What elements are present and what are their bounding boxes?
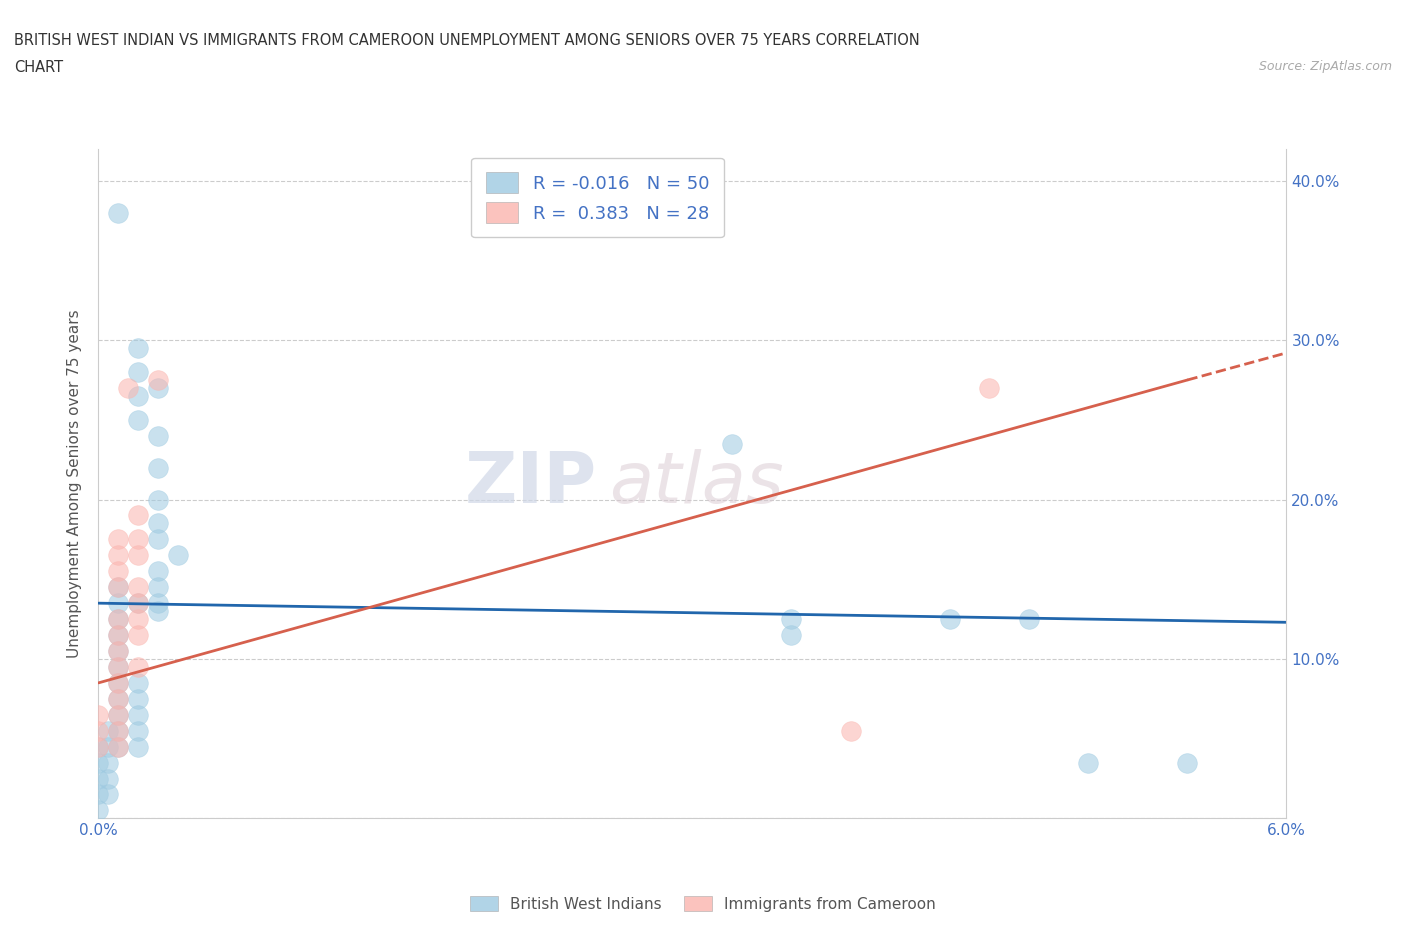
Y-axis label: Unemployment Among Seniors over 75 years: Unemployment Among Seniors over 75 years — [67, 310, 83, 658]
Point — [780, 628, 803, 643]
Point — [127, 691, 149, 706]
Text: BRITISH WEST INDIAN VS IMMIGRANTS FROM CAMEROON UNEMPLOYMENT AMONG SENIORS OVER : BRITISH WEST INDIAN VS IMMIGRANTS FROM C… — [14, 33, 920, 47]
Point — [127, 724, 149, 738]
Point — [107, 675, 129, 690]
Point — [87, 739, 110, 754]
Point — [87, 787, 110, 802]
Point — [721, 436, 744, 451]
Point — [146, 492, 169, 507]
Point — [107, 596, 129, 611]
Point — [146, 564, 169, 578]
Point — [127, 365, 149, 379]
Point — [1018, 612, 1040, 627]
Text: atlas: atlas — [609, 449, 785, 518]
Point — [127, 548, 149, 563]
Point — [780, 612, 803, 627]
Point — [127, 508, 149, 523]
Point — [1077, 755, 1099, 770]
Point — [87, 724, 110, 738]
Point — [127, 579, 149, 594]
Point — [97, 724, 120, 738]
Point — [107, 739, 129, 754]
Point — [127, 596, 149, 611]
Point — [107, 612, 129, 627]
Point — [127, 389, 149, 404]
Point — [979, 380, 1001, 395]
Point — [127, 739, 149, 754]
Point — [146, 579, 169, 594]
Point — [107, 659, 129, 674]
Point — [127, 675, 149, 690]
Point — [146, 532, 169, 547]
Point — [87, 803, 110, 817]
Point — [127, 340, 149, 355]
Point — [87, 739, 110, 754]
Point — [107, 206, 129, 220]
Point — [87, 755, 110, 770]
Point — [127, 659, 149, 674]
Point — [146, 460, 169, 475]
Text: ZIP: ZIP — [465, 449, 598, 518]
Point — [87, 708, 110, 723]
Point — [87, 771, 110, 786]
Point — [166, 548, 188, 563]
Point — [107, 724, 129, 738]
Point — [146, 516, 169, 531]
Legend: R = -0.016   N = 50, R =  0.383   N = 28: R = -0.016 N = 50, R = 0.383 N = 28 — [471, 158, 724, 237]
Point — [107, 628, 129, 643]
Point — [146, 596, 169, 611]
Point — [107, 579, 129, 594]
Point — [127, 532, 149, 547]
Point — [939, 612, 962, 627]
Point — [117, 380, 139, 395]
Point — [1177, 755, 1199, 770]
Text: CHART: CHART — [14, 60, 63, 75]
Point — [107, 548, 129, 563]
Point — [107, 579, 129, 594]
Point — [107, 644, 129, 658]
Point — [97, 739, 120, 754]
Point — [97, 771, 120, 786]
Point — [107, 628, 129, 643]
Point — [127, 708, 149, 723]
Point — [146, 604, 169, 618]
Point — [97, 755, 120, 770]
Point — [107, 675, 129, 690]
Point — [127, 612, 149, 627]
Point — [107, 739, 129, 754]
Point — [839, 724, 862, 738]
Point — [146, 429, 169, 444]
Point — [107, 724, 129, 738]
Legend: British West Indians, Immigrants from Cameroon: British West Indians, Immigrants from Ca… — [464, 889, 942, 918]
Point — [127, 412, 149, 427]
Point — [107, 612, 129, 627]
Point — [127, 596, 149, 611]
Point — [127, 628, 149, 643]
Point — [146, 373, 169, 388]
Point — [146, 380, 169, 395]
Point — [97, 787, 120, 802]
Point — [107, 708, 129, 723]
Point — [107, 691, 129, 706]
Point — [107, 564, 129, 578]
Text: Source: ZipAtlas.com: Source: ZipAtlas.com — [1258, 60, 1392, 73]
Point — [107, 691, 129, 706]
Point — [107, 659, 129, 674]
Point — [107, 644, 129, 658]
Point — [107, 532, 129, 547]
Point — [107, 708, 129, 723]
